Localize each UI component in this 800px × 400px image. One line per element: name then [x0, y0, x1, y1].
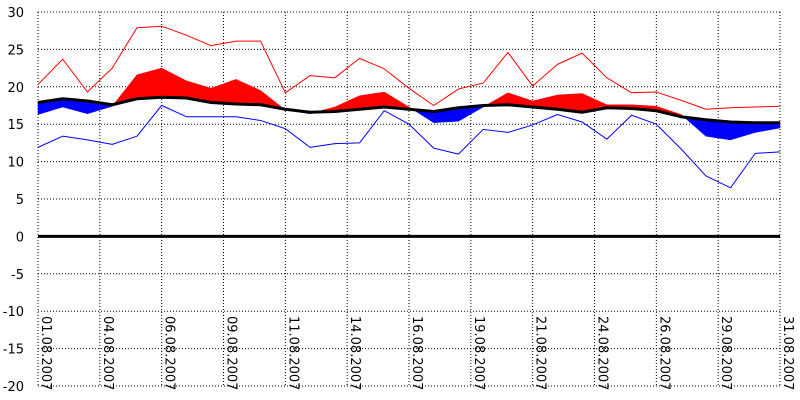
x-tick-label: 19.08.2007	[471, 316, 486, 390]
x-tick-label: 14.08.2007	[347, 316, 362, 390]
x-tick-label: 26.08.2007	[656, 316, 671, 390]
x-tick-labels: 01.08.2007 04.08.2007 06.08.2007 09.08.2007…	[38, 316, 795, 390]
y-tick-label: 25	[7, 43, 24, 58]
warm-anomaly-area	[210, 78, 237, 105]
series-lines	[37, 25, 781, 238]
cold-anomaly-area	[730, 121, 756, 141]
x-tick-label: 11.08.2007	[285, 316, 300, 390]
y-tick-label: 20	[7, 81, 24, 96]
y-tick-label: 30	[7, 6, 24, 21]
x-tick-label: 24.08.2007	[595, 316, 610, 390]
x-tick-label: 29.08.2007	[718, 316, 733, 390]
y-tick-label: 5	[16, 193, 24, 208]
x-tick-label: 09.08.2007	[224, 316, 239, 390]
normal-temperature-line	[37, 95, 780, 125]
warm-anomaly-area	[136, 67, 162, 100]
warm-anomaly-area	[161, 67, 187, 99]
y-tick-label: -5	[11, 268, 24, 283]
x-tick-label: 01.08.2007	[38, 316, 53, 390]
max-temperature-line	[37, 25, 781, 110]
y-tick-label: 15	[7, 118, 24, 133]
x-tick-label: 16.08.2007	[409, 316, 424, 390]
x-tick-label: 31.08.2007	[780, 316, 795, 390]
x-tick-label: 06.08.2007	[162, 316, 177, 390]
y-tick-label: -10	[3, 305, 24, 320]
y-tick-label: 0	[16, 230, 24, 245]
y-tick-label: -20	[3, 380, 24, 395]
min-temperature-line	[37, 105, 781, 189]
y-tick-label: 10	[7, 156, 24, 171]
warm-anomaly-area	[235, 78, 261, 106]
x-tick-label: 04.08.2007	[100, 316, 115, 390]
y-tick-labels: 30 25 20 15 10 5 0 -5 -10 -15 -20	[3, 6, 24, 395]
x-tick-label: 21.08.2007	[533, 316, 548, 390]
y-tick-label: -15	[3, 343, 24, 358]
